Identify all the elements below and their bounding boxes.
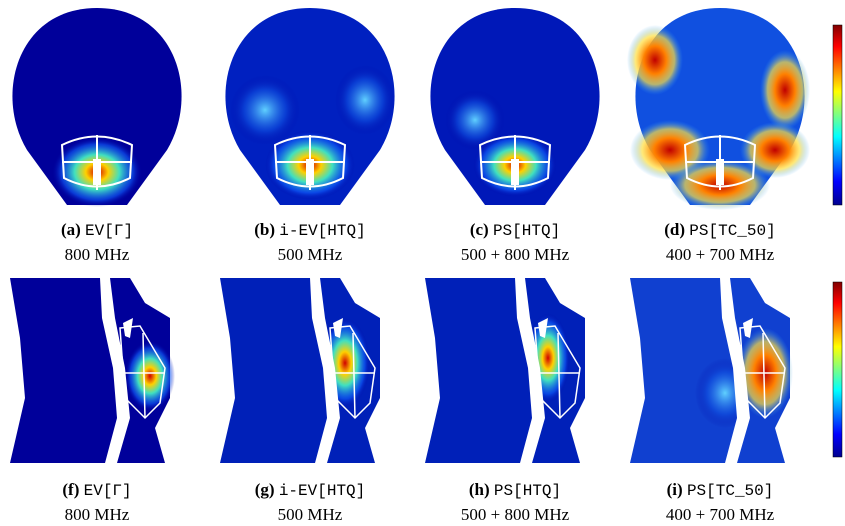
map-i <box>630 278 793 463</box>
subfigure-tag: (b) <box>254 220 275 239</box>
subfigure-tag: (a) <box>61 220 81 239</box>
map-b <box>225 8 395 205</box>
method-name: PS[TC_50] <box>687 482 773 500</box>
caption: (i) PS[TC_50]400 + 700 MHz <box>620 478 820 526</box>
frequency: 800 MHz <box>0 503 197 526</box>
caption-line: (d) PS[TC_50] <box>620 218 820 243</box>
map-d <box>627 8 810 210</box>
caption: (f) EV[Γ]800 MHz <box>0 478 197 526</box>
method-name: PS[TC_50] <box>689 222 775 240</box>
caption: (h) PS[HTQ]500 + 800 MHz <box>415 478 615 526</box>
caption-line: (i) PS[TC_50] <box>620 478 820 503</box>
frequency: 500 MHz <box>210 243 410 267</box>
caption-line: (b) i-EV[HTQ] <box>210 218 410 243</box>
map-h <box>425 278 588 463</box>
frequency: 800 MHz <box>0 243 197 267</box>
map-a <box>12 8 181 207</box>
subfigure-tag: (g) <box>255 480 275 499</box>
caption-line: (f) EV[Γ] <box>0 478 197 503</box>
caption-line: (a) EV[Γ] <box>0 218 197 243</box>
map-g <box>220 278 383 463</box>
subfigure-tag: (i) <box>667 480 683 499</box>
method-name: PS[HTQ] <box>493 222 560 240</box>
method-name: EV[Γ] <box>85 222 133 240</box>
frequency: 400 + 700 MHz <box>620 503 820 526</box>
frequency: 500 + 800 MHz <box>415 243 615 267</box>
frequency: 400 + 700 MHz <box>620 243 820 267</box>
caption-line: (c) PS[HTQ] <box>415 218 615 243</box>
subfigure-tag: (c) <box>470 220 489 239</box>
subfigure-tag: (f) <box>62 480 79 499</box>
caption: (c) PS[HTQ]500 + 800 MHz <box>415 218 615 267</box>
colorbar <box>833 282 842 457</box>
caption: (g) i-EV[HTQ]500 MHz <box>210 478 410 526</box>
caption: (d) PS[TC_50]400 + 700 MHz <box>620 218 820 267</box>
method-name: EV[Γ] <box>84 482 132 500</box>
caption: (a) EV[Γ]800 MHz <box>0 218 197 267</box>
colorbar <box>833 25 842 205</box>
caption: (b) i-EV[HTQ]500 MHz <box>210 218 410 267</box>
map-c <box>430 8 599 205</box>
subfigure-tag: (d) <box>664 220 685 239</box>
figure: (a) EV[Γ]800 MHz(b) i-EV[HTQ]500 MHz(c) … <box>0 0 845 526</box>
map-f <box>10 278 175 463</box>
method-name: PS[HTQ] <box>494 482 561 500</box>
method-name: i-EV[HTQ] <box>279 222 365 240</box>
method-name: i-EV[HTQ] <box>279 482 365 500</box>
frequency: 500 + 800 MHz <box>415 503 615 526</box>
caption-line: (g) i-EV[HTQ] <box>210 478 410 503</box>
subfigure-tag: (h) <box>469 480 490 499</box>
caption-line: (h) PS[HTQ] <box>415 478 615 503</box>
frequency: 500 MHz <box>210 503 410 526</box>
